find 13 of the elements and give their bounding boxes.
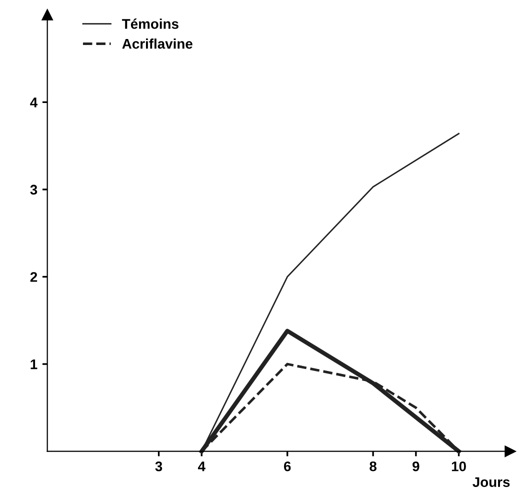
x-tick-label: 9	[412, 461, 420, 472]
y-tick-label: 3	[30, 184, 38, 195]
x-tick-label: 6	[284, 461, 291, 472]
y-tick-label: 4	[30, 98, 38, 108]
x-tick-label: 4	[198, 462, 206, 472]
x-tick-label: 3	[155, 461, 162, 472]
x-tick-label: 8	[370, 461, 377, 472]
x-tick-label: 10	[452, 461, 466, 472]
legend-label: Témoins	[122, 18, 178, 29]
y-tick-label: 2	[30, 272, 38, 282]
x-axis-title: Jours	[472, 477, 510, 488]
y-tick-label: 1	[30, 360, 38, 370]
legend-label: Acriflavine	[122, 38, 192, 49]
